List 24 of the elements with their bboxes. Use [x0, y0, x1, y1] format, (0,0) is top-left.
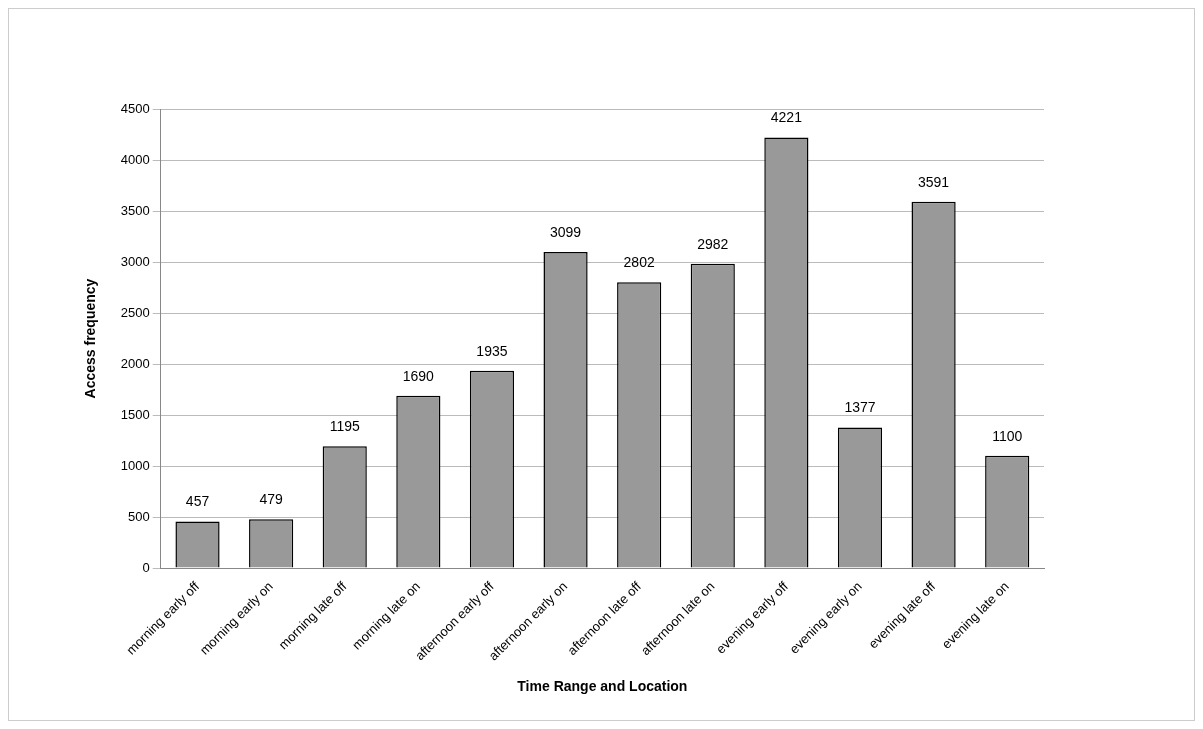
y-tick-label: 2000 [120, 355, 150, 371]
data-label: 4221 [770, 109, 803, 126]
y-tick-label: 2500 [120, 304, 150, 320]
data-label: 1935 [476, 342, 508, 359]
y-tick-label: 1000 [120, 457, 150, 473]
data-label: 3099 [549, 223, 582, 240]
y-tick-label: 0 [142, 559, 150, 575]
y-tick-label: 3500 [120, 202, 150, 218]
y-tick-label: 1500 [120, 406, 150, 422]
data-label: 1690 [402, 367, 435, 384]
y-tick-label: 3000 [120, 253, 150, 269]
data-label: 457 [185, 493, 210, 510]
data-label: 3591 [918, 173, 950, 190]
x-axis-title: Time Range and Location [517, 678, 688, 695]
y-tick-label: 500 [128, 508, 150, 524]
data-label: 1195 [329, 418, 360, 435]
data-label: 1377 [844, 399, 876, 416]
y-tick-label: 4500 [120, 100, 150, 116]
data-label: 2982 [697, 235, 729, 252]
data-label: 479 [259, 491, 284, 508]
data-label: 2802 [623, 254, 655, 271]
y-tick-label: 4000 [120, 151, 150, 167]
y-axis-title: Access frequency [82, 278, 99, 399]
data-label: 1100 [992, 427, 1023, 444]
